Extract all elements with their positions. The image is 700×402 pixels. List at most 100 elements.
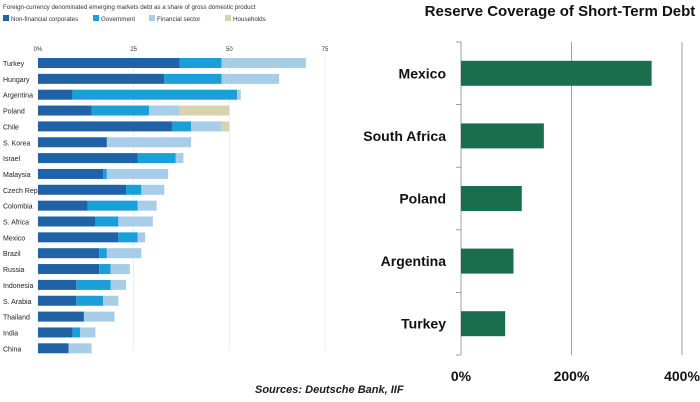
- legend-swatch: [3, 15, 9, 21]
- category-label: Poland: [3, 109, 25, 116]
- tick-label: 200%: [554, 368, 590, 384]
- category-label: India: [3, 330, 18, 337]
- bar-segment: [141, 184, 165, 195]
- left-stacked-bar-chart: Foreign-currency denominated emerging ma…: [3, 4, 329, 354]
- tick-label: 0%: [451, 368, 472, 384]
- right-category-labels: Mexico South Africa Poland Argentina Turkey: [363, 65, 446, 331]
- bar-segment: [38, 232, 119, 243]
- bar-segment: [126, 184, 142, 195]
- legend-label: Non-financial corporates: [11, 16, 78, 23]
- bar-segment: [38, 137, 107, 148]
- legend-swatch: [225, 15, 231, 21]
- bar-segment: [38, 168, 104, 179]
- bar-segment: [38, 311, 84, 322]
- left-bars: [38, 58, 306, 354]
- bar-segment: [38, 105, 92, 116]
- bar-segment: [76, 279, 111, 290]
- bar-segment: [118, 232, 138, 243]
- bar-segment: [221, 73, 280, 84]
- source-note: Sources: Deutsche Bank, IIF: [255, 384, 404, 396]
- left-category-labels: Turkey Hungary Argentina Poland Chile S. Kore…: [3, 61, 40, 353]
- category-label: Indonesia: [3, 283, 33, 290]
- bar: [461, 60, 652, 86]
- bar-segment: [80, 327, 96, 338]
- category-label: Czech Rep.: [3, 188, 40, 195]
- bar-segment: [38, 279, 77, 290]
- bar-segment: [106, 137, 192, 148]
- category-label: S. Arabia: [3, 299, 32, 306]
- legend-label: Financial sector: [157, 16, 200, 23]
- bar-segment: [191, 121, 222, 132]
- bar-segment: [103, 168, 107, 179]
- bar-segment: [171, 121, 192, 132]
- bar-segment: [137, 200, 157, 211]
- bar-segment: [38, 343, 69, 354]
- bar-segment: [110, 279, 127, 290]
- bar-segment: [179, 58, 222, 68]
- legend-swatch: [93, 15, 99, 21]
- tick-label: 75: [322, 47, 329, 53]
- category-label: Mexico: [399, 65, 446, 81]
- bar-segment: [179, 105, 230, 116]
- bar-segment: [38, 295, 77, 306]
- bar-segment: [110, 264, 130, 275]
- category-label: Argentina: [381, 253, 447, 269]
- bar-segment: [38, 184, 127, 195]
- category-label: Israel: [3, 156, 21, 163]
- category-label: Colombia: [3, 204, 33, 211]
- legend-swatch: [149, 15, 155, 21]
- bar-segment: [38, 58, 180, 68]
- bar: [461, 123, 544, 149]
- right-bar-chart: Reserve Coverage of Short-Term Debt Mexi…: [363, 3, 700, 384]
- category-label: Poland: [399, 191, 446, 207]
- category-label: China: [3, 346, 21, 353]
- tick-label: 400%: [664, 368, 700, 384]
- category-label: S. Africa: [3, 220, 29, 227]
- bar-segment: [148, 105, 180, 116]
- bar-segment: [38, 216, 96, 227]
- category-label: Chile: [3, 124, 19, 131]
- bar-segment: [137, 232, 146, 243]
- category-label: Malaysia: [3, 172, 31, 179]
- bar-segment: [87, 200, 138, 211]
- right-bars: [461, 60, 652, 337]
- bar-segment: [38, 121, 172, 132]
- bar-segment: [95, 216, 119, 227]
- bar-segment: [221, 58, 306, 68]
- left-legend: Non-financial corporates Government Financ…: [3, 15, 266, 23]
- category-label: Turkey: [3, 61, 25, 68]
- right-chart-title: Reserve Coverage of Short-Term Debt: [425, 3, 696, 20]
- bar-segment: [38, 327, 73, 338]
- category-label: Thailand: [3, 315, 30, 322]
- tick-label: 0%: [34, 47, 43, 53]
- bar-segment: [118, 216, 153, 227]
- bar-segment: [38, 200, 88, 211]
- category-label: S. Korea: [3, 140, 30, 147]
- category-label: Turkey: [401, 316, 446, 332]
- category-label: Russia: [3, 267, 25, 274]
- bar: [461, 186, 522, 211]
- bar-segment: [91, 105, 149, 116]
- bar-segment: [72, 327, 81, 338]
- right-x-axis: 0% 200% 400%: [451, 368, 700, 384]
- bar-segment: [103, 295, 119, 306]
- bar-segment: [38, 264, 100, 275]
- bar-segment: [38, 153, 138, 164]
- bar-segment: [99, 248, 107, 259]
- category-label: Mexico: [3, 235, 25, 242]
- bar-segment: [175, 153, 184, 164]
- bar-segment: [76, 295, 104, 306]
- category-label: Brazil: [3, 251, 21, 258]
- bar-segment: [38, 73, 165, 84]
- bar: [461, 248, 514, 274]
- bar-segment: [38, 89, 73, 100]
- left-chart-title: Foreign-currency denominated emerging ma…: [3, 4, 256, 11]
- category-label: Hungary: [3, 77, 30, 84]
- tick-label: 50: [226, 47, 233, 53]
- bar-segment: [137, 153, 176, 164]
- bar: [461, 311, 506, 337]
- category-label: South Africa: [363, 128, 446, 144]
- bar-segment: [221, 121, 230, 132]
- tick-label: 25: [130, 47, 137, 53]
- bar-segment: [72, 89, 237, 100]
